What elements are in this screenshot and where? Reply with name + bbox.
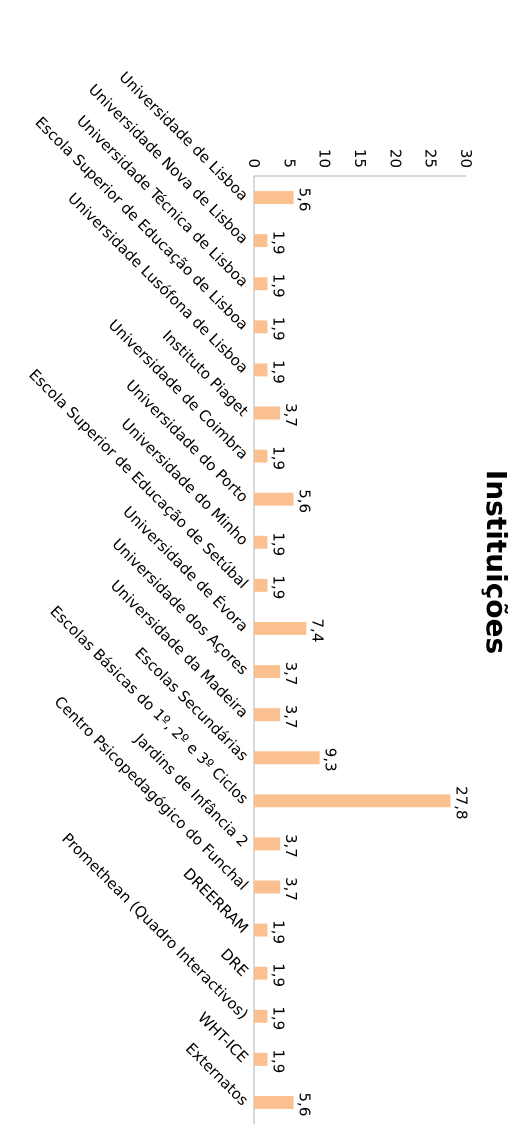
bar [254,449,268,463]
data-label: 1,9 [269,963,287,987]
data-label: 1,9 [269,446,287,470]
bars [253,191,451,1109]
data-label: 1,9 [269,360,287,384]
bar [254,535,268,549]
data-label: 5,6 [296,188,314,212]
data-label: 1,9 [269,532,287,556]
data-label: 3,7 [282,662,300,686]
data-label: 3,7 [282,403,300,427]
data-label: 1,9 [269,575,287,599]
tick-label: 10 [316,149,334,168]
bar [254,363,268,377]
bar [254,578,268,592]
data-label: 1,9 [269,920,287,944]
bar [254,406,281,420]
data-label: 5,6 [296,1093,314,1117]
data-label: 1,9 [269,274,287,298]
category-label: Escolas Básicas do 1º, 2º e 3º Ciclos [46,602,252,808]
tick-label: 0 [245,158,263,168]
data-label: 3,7 [282,877,300,901]
tick-label: 5 [280,158,298,168]
tick-label: 30 [457,149,475,168]
bar [254,923,268,937]
bar [254,880,281,894]
data-label: 1,9 [269,317,287,341]
bar [253,794,451,808]
data-label: 1,9 [269,1049,287,1073]
chart-title: Instituições [480,470,513,654]
bar [254,320,268,334]
bar [254,708,281,722]
bar [254,234,268,248]
bar [254,1052,268,1066]
data-label: 9,3 [322,748,340,772]
data-label: 3,7 [282,834,300,858]
x-axis: 0 5 10 15 20 25 30 [245,149,475,1124]
bar [254,191,294,205]
category-label: DRE [217,945,252,980]
bar [254,1095,294,1109]
bar [254,621,307,635]
bar [254,966,268,980]
data-label: 7,4 [308,619,326,643]
tick-label: 20 [386,149,404,168]
data-label: 1,9 [269,231,287,255]
bar [254,1009,268,1023]
data-label: 1,9 [269,1006,287,1030]
tick-label: 15 [351,149,369,168]
bar [254,837,281,851]
data-labels: 5,6 1,9 1,9 1,9 1,9 3,7 1,9 5,6 1,9 1,9 7,4 3,7 3,7 9… [269,188,470,1117]
category-label: Universidade Técnica de Lisboa [73,112,252,291]
bar [254,492,294,506]
bar [254,665,281,679]
data-label: 3,7 [282,705,300,729]
tick-label: 25 [422,149,440,168]
data-label: 27,8 [452,786,470,819]
bar [254,751,320,765]
bar [254,277,268,291]
data-label: 5,6 [296,489,314,513]
